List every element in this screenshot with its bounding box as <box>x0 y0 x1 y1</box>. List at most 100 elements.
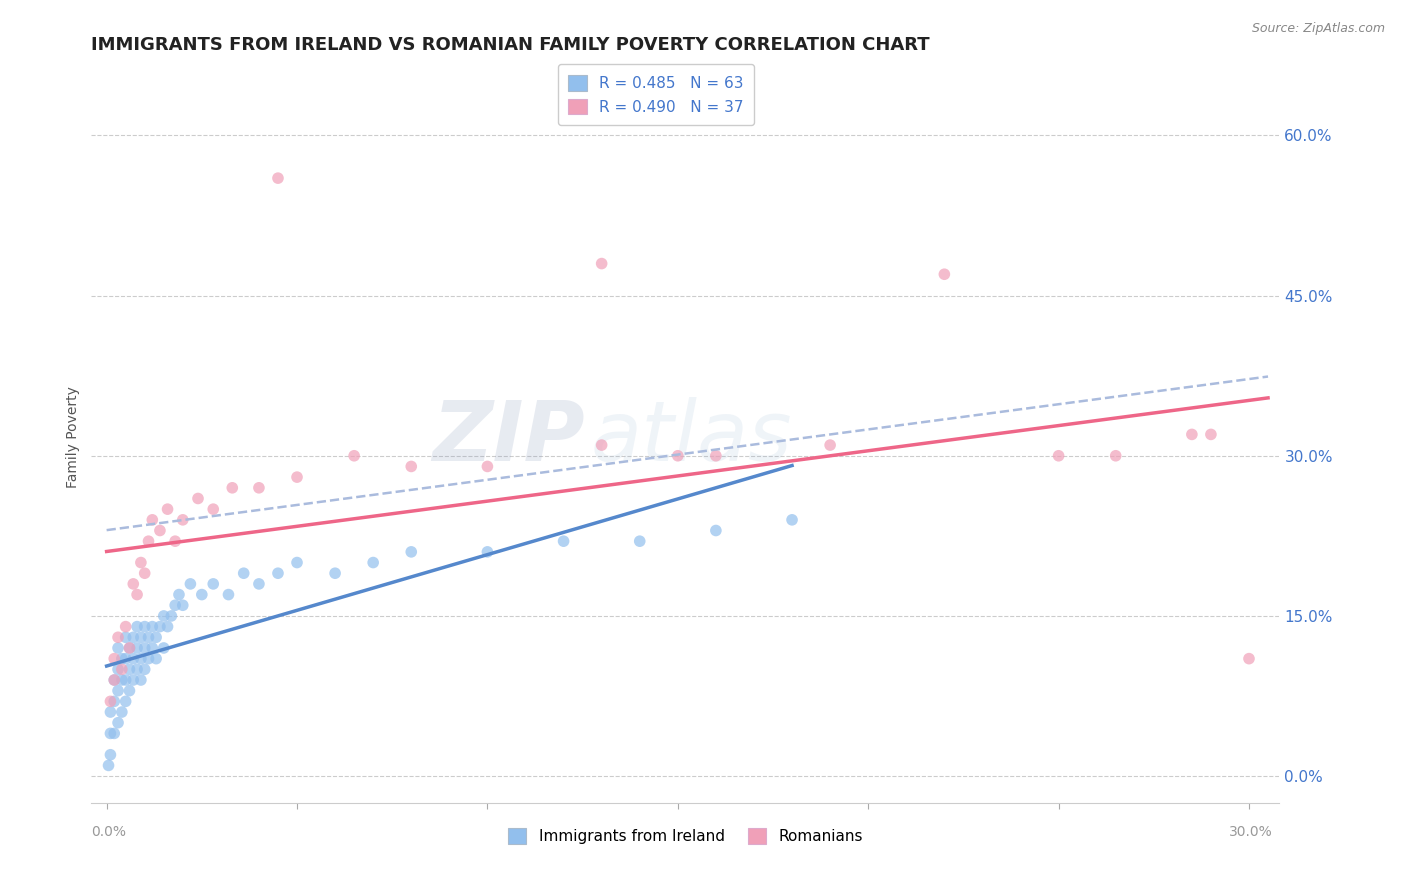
Point <box>477 545 499 559</box>
Point <box>100 726 122 740</box>
Point <box>134 619 156 633</box>
Point <box>138 651 160 665</box>
Point <box>187 491 209 506</box>
Point <box>285 470 308 484</box>
Point <box>114 630 136 644</box>
Point <box>107 640 129 655</box>
Point <box>111 662 134 676</box>
Point <box>107 662 129 676</box>
Point <box>145 630 167 644</box>
Point <box>149 524 172 538</box>
Point <box>100 747 122 762</box>
Point <box>134 662 156 676</box>
Point <box>202 502 225 516</box>
Point <box>1047 449 1070 463</box>
Point <box>100 705 122 719</box>
Point <box>141 513 163 527</box>
Point <box>179 577 201 591</box>
Point <box>202 577 225 591</box>
Point <box>127 588 149 602</box>
Point <box>591 438 613 452</box>
Point <box>138 534 160 549</box>
Point <box>129 556 152 570</box>
Point <box>553 534 575 549</box>
Point <box>1199 427 1222 442</box>
Point <box>114 619 136 633</box>
Point <box>118 640 141 655</box>
Point <box>477 459 499 474</box>
Point <box>704 449 727 463</box>
Point <box>111 651 134 665</box>
Point <box>127 619 149 633</box>
Point <box>285 556 308 570</box>
Point <box>111 705 134 719</box>
Text: ZIP: ZIP <box>432 397 585 477</box>
Point <box>704 524 727 538</box>
Point <box>399 459 422 474</box>
Legend: Immigrants from Ireland, Romanians: Immigrants from Ireland, Romanians <box>502 822 869 850</box>
Point <box>1237 651 1260 665</box>
Point <box>1105 449 1128 463</box>
Point <box>127 640 149 655</box>
Point <box>172 513 194 527</box>
Point <box>118 683 141 698</box>
Point <box>103 651 125 665</box>
Point <box>103 726 125 740</box>
Point <box>103 694 125 708</box>
Point <box>934 267 956 281</box>
Text: Source: ZipAtlas.com: Source: ZipAtlas.com <box>1251 22 1385 36</box>
Point <box>191 588 214 602</box>
Point <box>232 566 254 581</box>
Point <box>172 599 194 613</box>
Point <box>141 640 163 655</box>
Point <box>167 588 190 602</box>
Point <box>97 758 120 772</box>
Point <box>152 640 174 655</box>
Point <box>100 694 122 708</box>
Point <box>247 577 270 591</box>
Point <box>156 502 179 516</box>
Point <box>591 256 613 270</box>
Point <box>103 673 125 687</box>
Point <box>122 577 145 591</box>
Text: IMMIGRANTS FROM IRELAND VS ROMANIAN FAMILY POVERTY CORRELATION CHART: IMMIGRANTS FROM IRELAND VS ROMANIAN FAMI… <box>91 36 929 54</box>
Point <box>107 630 129 644</box>
Point <box>628 534 651 549</box>
Point <box>122 630 145 644</box>
Point <box>361 556 384 570</box>
Point <box>165 534 187 549</box>
Point <box>118 640 141 655</box>
Point <box>129 630 152 644</box>
Point <box>114 694 136 708</box>
Point <box>114 673 136 687</box>
Point <box>780 513 803 527</box>
Point <box>114 651 136 665</box>
Point <box>1181 427 1204 442</box>
Point <box>165 599 187 613</box>
Point <box>343 449 366 463</box>
Point <box>145 651 167 665</box>
Point <box>134 640 156 655</box>
Point <box>149 619 172 633</box>
Point <box>129 651 152 665</box>
Text: atlas: atlas <box>591 397 792 477</box>
Text: 30.0%: 30.0% <box>1229 825 1272 839</box>
Point <box>156 619 179 633</box>
Point <box>152 609 174 624</box>
Point <box>267 171 290 186</box>
Point <box>107 683 129 698</box>
Point <box>129 673 152 687</box>
Point <box>107 715 129 730</box>
Point <box>399 545 422 559</box>
Point <box>103 673 125 687</box>
Point <box>111 673 134 687</box>
Point <box>118 662 141 676</box>
Point <box>141 619 163 633</box>
Point <box>127 662 149 676</box>
Text: 0.0%: 0.0% <box>91 825 127 839</box>
Point <box>138 630 160 644</box>
Point <box>323 566 346 581</box>
Point <box>217 588 239 602</box>
Point <box>122 651 145 665</box>
Point <box>122 673 145 687</box>
